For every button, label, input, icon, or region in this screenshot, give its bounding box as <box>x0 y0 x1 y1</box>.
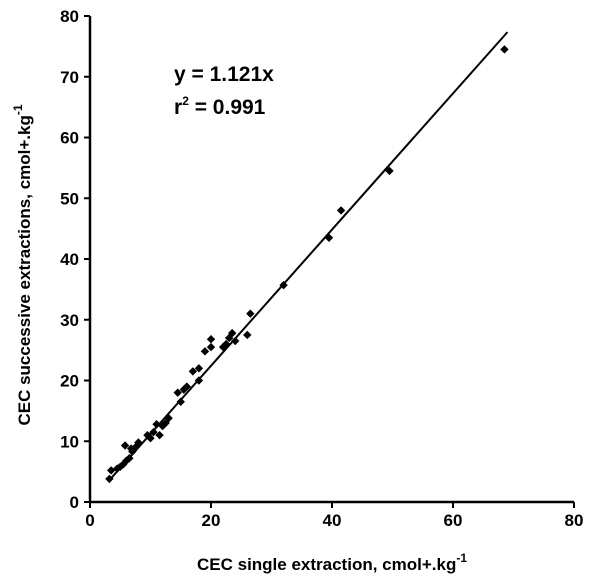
y-axis-label: CEC successive extractions, cmol+.kg-1 <box>11 104 34 425</box>
y-tick-label: 30 <box>60 311 79 330</box>
data-point <box>131 443 140 452</box>
data-point <box>152 420 161 429</box>
data-point <box>500 45 509 54</box>
x-tick-label: 20 <box>202 511 221 530</box>
data-point <box>206 334 216 344</box>
data-point <box>279 280 288 290</box>
data-point <box>134 438 143 447</box>
data-point <box>105 474 114 484</box>
y-tick-label: 70 <box>60 68 79 87</box>
data-point <box>194 364 204 373</box>
y-tick-label: 40 <box>60 250 79 269</box>
data-point <box>243 330 252 340</box>
x-tick-label: 60 <box>444 511 463 530</box>
data-point <box>221 339 231 349</box>
trendline <box>107 31 509 483</box>
data-point <box>164 413 173 423</box>
y-tick-label: 10 <box>60 432 79 451</box>
data-point <box>206 342 216 352</box>
equation-annotation: y = 1.121x <box>174 63 274 86</box>
x-axis-label: CEC single extraction, cmol+.kg-1 <box>197 551 467 574</box>
data-point <box>155 430 164 440</box>
x-tick-label: 0 <box>85 511 94 530</box>
axes <box>84 15 575 508</box>
data-point <box>385 166 394 176</box>
y-tick-label: 20 <box>60 372 79 391</box>
r-squared-annotation: r2 = 0.991 <box>174 94 266 119</box>
data-point <box>227 328 237 338</box>
data-point <box>231 336 240 346</box>
x-tick-label: 80 <box>565 511 584 530</box>
tick-labels: 0 10 20 30 40 50 60 70 80 0 20 40 60 80 <box>60 7 583 530</box>
data-point <box>146 434 155 443</box>
y-tick-label: 50 <box>60 189 79 208</box>
data-point <box>149 427 158 437</box>
data-points <box>105 45 509 484</box>
x-tick-label: 40 <box>323 511 342 530</box>
y-tick-label: 80 <box>60 7 79 26</box>
data-point <box>194 376 204 385</box>
data-point <box>246 309 255 318</box>
data-point <box>120 441 130 450</box>
data-point <box>324 233 334 242</box>
data-point <box>125 454 134 463</box>
data-point <box>188 367 198 376</box>
data-point <box>336 206 346 215</box>
data-point <box>106 466 116 475</box>
trendline-group <box>107 31 509 483</box>
y-tick-label: 60 <box>60 129 79 148</box>
data-point <box>200 347 210 356</box>
data-point <box>182 382 191 391</box>
data-point <box>173 388 182 397</box>
y-tick-label: 0 <box>70 493 79 512</box>
data-point <box>176 397 185 406</box>
